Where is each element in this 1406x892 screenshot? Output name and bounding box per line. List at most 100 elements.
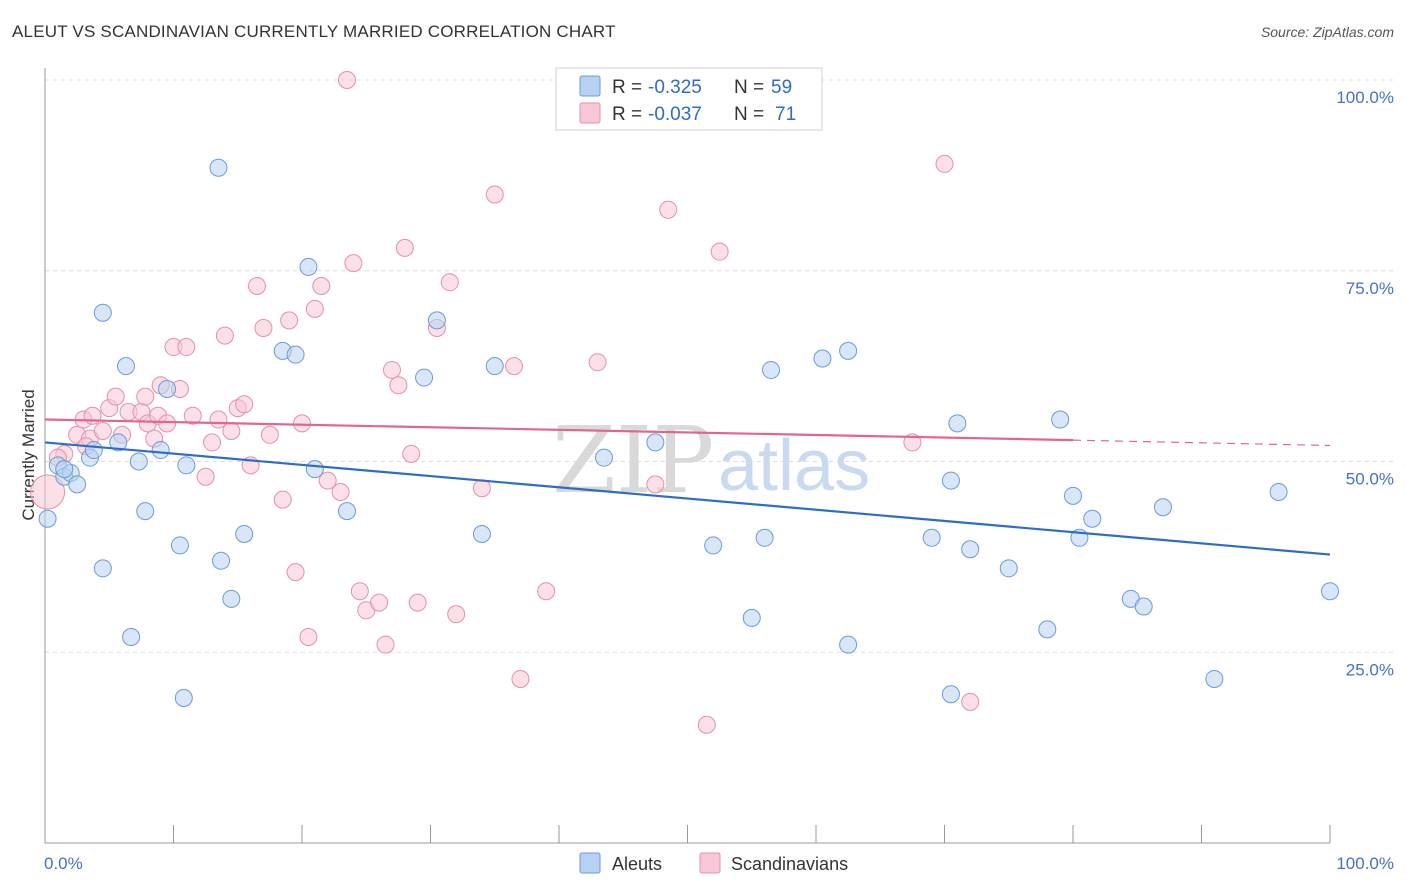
aleuts-point	[1038, 620, 1057, 639]
scandinavians-point	[93, 421, 112, 440]
source-credit: Source: ZipAtlas.com	[1260, 24, 1394, 40]
scandinavians-point	[935, 154, 954, 173]
scandinavians-point	[215, 326, 234, 345]
aleuts-point	[704, 536, 723, 555]
scandinavians-point	[293, 414, 311, 433]
scandinavians-point	[344, 254, 363, 273]
aleuts-point	[174, 689, 193, 708]
scandinavians-point	[299, 627, 318, 646]
scandinavians-point	[106, 387, 125, 406]
scandinavians-point	[30, 474, 66, 510]
scandinavians-point	[697, 715, 716, 734]
watermark: ZIP atlas	[552, 407, 870, 514]
legend-aleuts-r-label: R =	[612, 77, 642, 98]
legend-scand-n-value: 71	[775, 104, 796, 125]
scandinavians-point	[203, 433, 222, 452]
scandinavians-point	[511, 669, 530, 688]
legend-aleuts-n-label: N =	[734, 77, 764, 98]
scandinavians-point	[505, 357, 524, 376]
aleuts-point	[941, 471, 960, 490]
bottom-legend-aleuts-label: Aleuts	[612, 854, 662, 874]
aleuts-point	[472, 524, 491, 543]
scandinavians-point	[254, 318, 273, 337]
aleuts-point	[209, 158, 228, 177]
aleuts-point	[961, 540, 980, 559]
trendlines	[44, 418, 1331, 556]
aleuts-point	[427, 311, 446, 330]
scandinavians-point	[350, 582, 369, 601]
aleuts-point	[305, 460, 324, 479]
scandinavians-point	[158, 414, 177, 433]
x-tick-label: 0.0%	[44, 854, 83, 873]
scandinavians-point	[440, 273, 459, 292]
aleuts-point	[1064, 486, 1082, 505]
series-legend: Aleuts Scandinavians	[579, 852, 848, 874]
y-tick-label: 50.0%	[1346, 470, 1394, 489]
aleuts-point	[1134, 597, 1153, 616]
y-tick-labels: 100.0% 75.0% 50.0% 25.0%	[1336, 88, 1394, 679]
aleuts-point	[839, 341, 858, 360]
aleuts-point	[55, 460, 74, 479]
aleuts-point	[129, 452, 148, 471]
aleuts-point	[762, 360, 781, 379]
legend-aleuts-r-value: -0.325	[648, 77, 702, 98]
scandinavians-point	[286, 563, 305, 582]
scandinavians-point	[280, 311, 299, 330]
aleuts-point	[839, 635, 858, 654]
aleuts-point	[136, 502, 155, 521]
scandinavians-point	[318, 471, 337, 490]
aleuts-point	[151, 441, 170, 460]
aleuts-point	[948, 414, 967, 433]
scandinavians-point	[961, 692, 980, 711]
y-tick-label: 75.0%	[1346, 279, 1394, 298]
aleuts-points	[38, 158, 1339, 708]
grid	[45, 79, 1394, 653]
scandinavians-point	[382, 360, 401, 379]
scandinavians-point	[389, 376, 408, 395]
bottom-legend-scand-swatch	[699, 852, 721, 874]
aleuts-point	[84, 441, 103, 460]
aleuts-point	[1205, 669, 1224, 688]
aleuts-point	[122, 627, 141, 646]
aleuts-point	[1083, 509, 1102, 528]
scandinavians-point	[903, 433, 922, 452]
scandinavians-point	[196, 467, 215, 486]
aleuts-point	[813, 349, 832, 368]
scandinavians-point	[312, 277, 331, 296]
aleuts-point	[286, 345, 305, 364]
scandinavians-point	[248, 277, 267, 296]
scandinavians-point	[588, 353, 607, 372]
aleuts-point	[1321, 582, 1339, 601]
aleuts-point	[170, 536, 189, 555]
scandinavians-point	[136, 387, 155, 406]
scandinavians-point	[710, 242, 729, 261]
scandinavians-point	[659, 200, 678, 219]
aleuts-point	[299, 257, 318, 276]
aleuts-point	[222, 589, 241, 608]
scandinavians-point	[331, 483, 350, 502]
chart-title: ALEUT VS SCANDINAVIAN CURRENTLY MARRIED …	[12, 22, 616, 41]
scandinavians-trendline	[44, 418, 1074, 442]
aleuts-point	[116, 357, 135, 376]
axes	[44, 68, 1331, 844]
aleuts-point	[158, 380, 177, 399]
scandinavians-point	[646, 475, 665, 494]
scandinavians-point	[370, 593, 389, 612]
scandinavians-point	[447, 605, 466, 624]
y-tick-label: 100.0%	[1336, 88, 1394, 107]
bottom-legend-scand-label: Scandinavians	[731, 854, 848, 874]
x-tick-labels: 0.0% 100.0%	[44, 854, 1394, 873]
aleuts-point	[415, 368, 434, 387]
aleuts-point	[68, 475, 87, 494]
scandinavians-point	[402, 444, 421, 463]
aleuts-point	[594, 448, 613, 467]
scandinavians-point	[260, 425, 279, 444]
aleuts-point	[485, 357, 504, 376]
scandinavians-point	[485, 185, 504, 204]
scandinavians-point	[395, 238, 414, 257]
stats-legend: R = -0.325 N = 59 R = -0.037 N = 71	[555, 67, 823, 131]
aleuts-point	[109, 433, 128, 452]
scandinavians-point	[235, 395, 254, 414]
scandinavians-points	[30, 71, 980, 734]
